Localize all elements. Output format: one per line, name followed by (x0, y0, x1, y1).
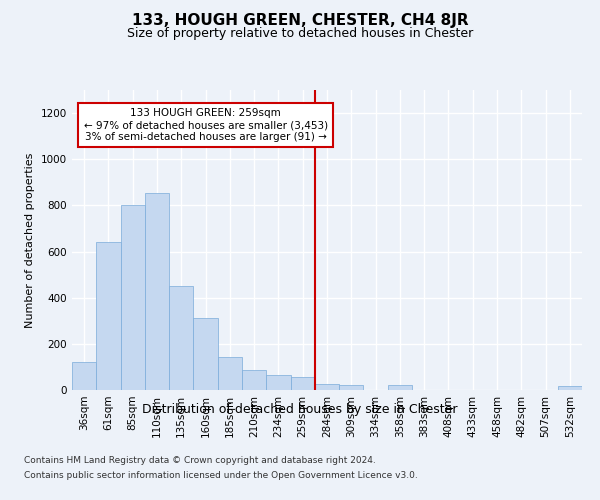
Text: 133 HOUGH GREEN: 259sqm
← 97% of detached houses are smaller (3,453)
3% of semi-: 133 HOUGH GREEN: 259sqm ← 97% of detache… (83, 108, 328, 142)
Bar (388, 386, 412, 390)
Text: Contains HM Land Registry data © Crown copyright and database right 2024.: Contains HM Land Registry data © Crown c… (24, 456, 376, 465)
Bar (339, 386, 364, 390)
Bar (169, 286, 193, 390)
Text: Contains public sector information licensed under the Open Government Licence v3: Contains public sector information licen… (24, 471, 418, 480)
Text: Distribution of detached houses by size in Chester: Distribution of detached houses by size … (142, 402, 458, 415)
Bar (72, 362, 96, 390)
Bar (315, 384, 339, 390)
Bar (145, 192, 169, 390)
Text: 133, HOUGH GREEN, CHESTER, CH4 8JR: 133, HOUGH GREEN, CHESTER, CH4 8JR (131, 12, 469, 28)
Bar (218, 356, 242, 390)
Bar (242, 370, 266, 390)
Y-axis label: Number of detached properties: Number of detached properties (25, 152, 35, 328)
Bar (558, 386, 582, 390)
Bar (121, 206, 145, 390)
Bar (290, 378, 315, 390)
Bar (193, 318, 218, 390)
Text: Size of property relative to detached houses in Chester: Size of property relative to detached ho… (127, 28, 473, 40)
Bar (96, 242, 121, 390)
Bar (266, 375, 290, 390)
